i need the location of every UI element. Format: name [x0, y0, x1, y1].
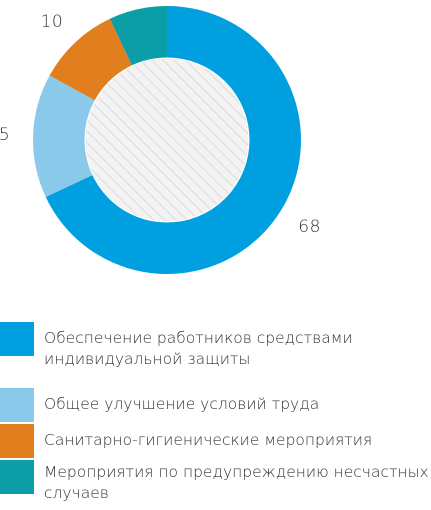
legend-swatch-conditions	[0, 388, 34, 422]
legend-label-sanitary: Санитарно-гигиенические мероприятия	[44, 431, 373, 449]
data-label-10: 10	[40, 11, 64, 32]
legend-item-accidents: Мероприятия по предупреждению несчастных…	[0, 460, 431, 506]
legend-swatch-sanitary	[0, 424, 34, 458]
legend-item-conditions: Общее улучшение условий труда	[0, 388, 431, 422]
legend-swatch-accidents	[0, 460, 34, 494]
legend-label-ppe: Обеспечение работников средствами индиви…	[44, 329, 353, 368]
data-label-68: 68	[298, 216, 321, 237]
legend-label-conditions: Общее улучшение условий труда	[44, 395, 320, 413]
legend-label-accidents: Мероприятия по предупреждению несчастных…	[44, 463, 429, 502]
data-label-15: 15	[0, 124, 11, 145]
donut-hole	[85, 58, 249, 222]
donut-chart-svg	[33, 5, 301, 274]
donut-slice-sanitary	[49, 18, 133, 101]
legend-item-ppe: Обеспечение работников средствами индиви…	[0, 322, 431, 368]
donut-hole-rim	[84, 57, 250, 223]
donut-slice-ppe	[45, 6, 301, 274]
donut-chart: 68 15 10	[0, 5, 321, 274]
donut-slice-conditions	[33, 75, 96, 198]
donut-slices	[33, 5, 301, 274]
donut-slice-accidents	[109, 5, 167, 66]
legend-swatch-ppe	[0, 322, 34, 356]
legend-item-sanitary: Санитарно-гигиенические мероприятия	[0, 424, 431, 458]
